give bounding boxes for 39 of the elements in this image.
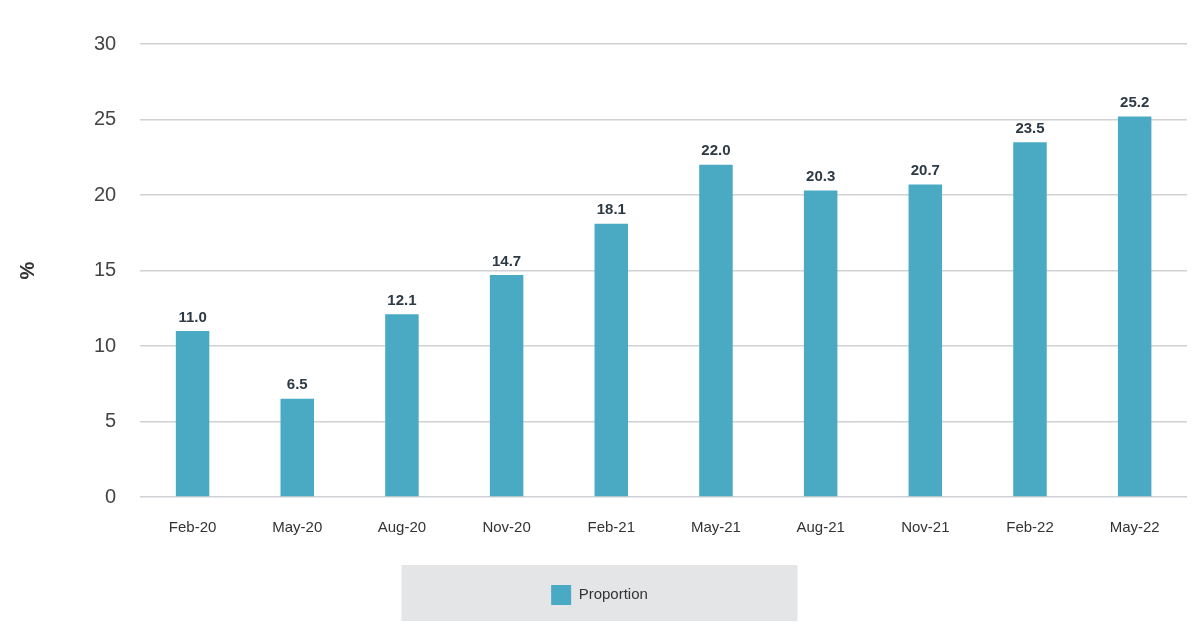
data-label: 20.3 (806, 167, 836, 185)
x-tick-label: May-21 (690, 518, 741, 536)
x-tick-label: May-20 (272, 518, 323, 536)
bar (803, 190, 838, 497)
y-tick-label: 25 (94, 107, 117, 130)
data-label: 23.5 (1015, 118, 1045, 136)
y-tick-label: 30 (94, 31, 117, 54)
data-label: 20.7 (910, 161, 940, 179)
bar (385, 314, 419, 497)
y-tick-label: 15 (94, 258, 117, 281)
data-label: 12.1 (387, 290, 417, 308)
y-tick-label: 10 (94, 333, 117, 356)
bar (489, 275, 524, 497)
data-label: 22.0 (701, 141, 731, 159)
bar (280, 398, 315, 497)
x-tick-label: Aug-20 (377, 518, 427, 536)
bar (1117, 116, 1152, 497)
x-tick-label: Aug-21 (796, 518, 845, 536)
y-tick-label: 20 (94, 182, 117, 205)
y-tick-label: 0 (105, 484, 117, 507)
x-tick-label: Feb-21 (587, 518, 636, 536)
data-label: 11.0 (178, 307, 207, 325)
x-tick-label: Feb-20 (168, 518, 217, 536)
bar (594, 223, 629, 497)
data-label: 6.5 (286, 375, 308, 393)
y-axis-title: % (15, 261, 38, 280)
x-tick-label: May-22 (1109, 518, 1160, 536)
bar (908, 184, 943, 497)
x-tick-label: Nov-20 (482, 518, 531, 536)
data-label: 14.7 (492, 251, 522, 269)
bar (699, 164, 733, 497)
x-tick-label: Nov-21 (901, 518, 950, 536)
data-label: 25.2 (1120, 93, 1150, 111)
bar (1013, 142, 1047, 497)
y-tick-label: 5 (105, 409, 117, 432)
bar (175, 330, 210, 497)
x-tick-label: Feb-22 (1006, 518, 1054, 536)
legend-label: Proportion (578, 585, 648, 603)
data-label: 18.1 (596, 200, 626, 218)
